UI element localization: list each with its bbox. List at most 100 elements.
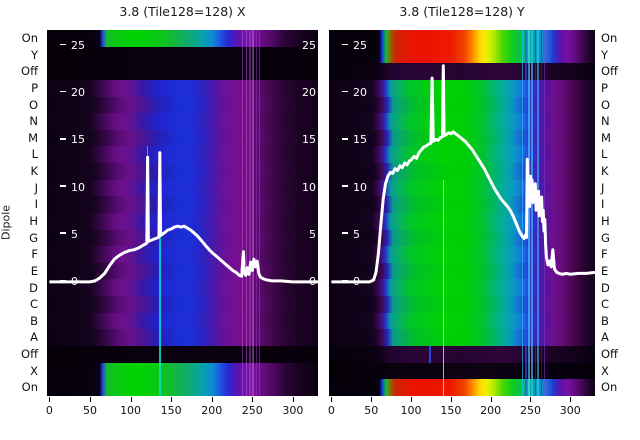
- row-label-right: A: [601, 330, 609, 345]
- row-label-right: D: [601, 280, 610, 295]
- row-label-left: J: [34, 180, 38, 195]
- inner-ytick-label: 0: [60, 276, 78, 287]
- ytick-value: 0: [353, 274, 360, 288]
- x-tick-label: 100: [400, 404, 422, 417]
- row-label-left: L: [31, 147, 38, 162]
- row-label-right: G: [601, 230, 610, 245]
- rfi-streak: [252, 30, 254, 396]
- x-tick-label: 0: [45, 404, 53, 417]
- row-label-left: M: [28, 130, 38, 145]
- ytick-value: 10: [71, 180, 85, 194]
- row-label-right: Off: [601, 64, 618, 79]
- x-tick: [211, 397, 213, 402]
- inner-ytick-label: 25: [342, 40, 367, 51]
- row-label-right: On: [601, 380, 618, 395]
- inner-ytick-label-right: 25: [302, 39, 316, 53]
- inner-ytick-label: 25: [60, 40, 85, 51]
- x-tick-label: 300: [559, 404, 581, 417]
- x-tick: [130, 397, 132, 402]
- row-label-right: M: [601, 130, 611, 145]
- x-tick-label: 200: [201, 404, 223, 417]
- plot-title-y: 3.8 (Tile128=128) Y: [399, 4, 525, 19]
- x-tick-label: 50: [364, 404, 379, 417]
- row-label-right: O: [601, 97, 611, 112]
- ytick-dash: [342, 185, 348, 187]
- x-tick: [371, 397, 373, 402]
- row-label-left: Y: [30, 47, 38, 62]
- ytick-dash: [342, 90, 348, 93]
- inner-ytick-label: 5: [342, 229, 360, 240]
- x-tick-label: 0: [327, 404, 335, 417]
- row-label-left: O: [28, 97, 38, 112]
- ytick-dash: [342, 279, 348, 282]
- row-label-left: On: [21, 31, 38, 45]
- x-tick: [530, 397, 532, 402]
- rfi-streak: [258, 30, 261, 396]
- row-label-right: On: [601, 31, 618, 45]
- row-label-left: I: [34, 197, 38, 212]
- inner-ytick-label: 10: [342, 182, 367, 193]
- row-label-right: F: [601, 247, 608, 262]
- x-tick: [90, 397, 91, 402]
- rfi-streak: [159, 229, 161, 396]
- row-label-right: B: [601, 313, 609, 328]
- ytick-value: 25: [353, 39, 367, 53]
- plot-title-x: 3.8 (Tile128=128) X: [119, 4, 246, 19]
- ytick-dash: [60, 90, 66, 93]
- row-label-right: J: [601, 180, 605, 195]
- ytick-dash: [60, 232, 66, 234]
- rfi-streak: [544, 30, 546, 396]
- row-label-left: B: [30, 313, 38, 328]
- rfi-streak: [521, 30, 524, 396]
- rfi-streak: [442, 179, 445, 396]
- power-line: [49, 151, 318, 284]
- ytick-value: 15: [71, 133, 85, 147]
- x-tick: [570, 397, 572, 402]
- row-label-left: H: [29, 214, 38, 228]
- row-label-left: C: [29, 297, 38, 312]
- row-label-left: On: [21, 380, 38, 395]
- ytick-value: 0: [71, 274, 78, 288]
- row-label-left: Off: [21, 64, 38, 79]
- power-line-plot: [331, 64, 595, 284]
- rfi-streak: [245, 30, 248, 396]
- rfi-streak: [530, 30, 534, 396]
- power-line: [331, 64, 595, 284]
- row-label-left: N: [29, 114, 38, 129]
- x-tick-label: 300: [282, 404, 304, 417]
- rfi-streak: [241, 30, 244, 396]
- row-label-left: Off: [21, 347, 38, 362]
- row-label-right: P: [601, 80, 608, 95]
- ytick-dash: [60, 138, 66, 140]
- ytick-value: 5: [353, 227, 360, 241]
- x-tick-label: 100: [120, 404, 142, 417]
- inner-ytick-label: 5: [60, 229, 78, 240]
- inner-ytick-label-right: 0: [309, 274, 316, 288]
- ytick-dash: [342, 43, 348, 46]
- row-label-right: H: [601, 214, 610, 228]
- inner-ytick-label: 15: [342, 134, 367, 145]
- inner-ytick-label: 20: [342, 87, 367, 98]
- rfi-streak: [255, 30, 258, 396]
- x-tick-label: 150: [160, 404, 182, 417]
- inner-ytick-label-right: 15: [302, 133, 316, 147]
- ytick-dash: [342, 138, 348, 140]
- row-label-right: Off: [601, 347, 618, 362]
- ytick-value: 15: [353, 133, 367, 147]
- inner-ytick-label: 15: [60, 134, 85, 145]
- x-tick-label: 250: [519, 404, 541, 417]
- row-label-right: L: [601, 147, 608, 162]
- rfi-streak: [248, 30, 251, 396]
- row-label-left: K: [30, 164, 38, 179]
- x-tick: [331, 397, 333, 402]
- row-label-left: X: [30, 363, 38, 378]
- inner-ytick-label-right: 20: [302, 86, 316, 100]
- row-label-right: E: [601, 263, 609, 278]
- ytick-dash: [60, 279, 66, 282]
- ytick-value: 5: [71, 227, 78, 241]
- ytick-value: 20: [353, 86, 367, 100]
- x-tick: [252, 397, 254, 402]
- x-tick-label: 150: [440, 404, 462, 417]
- row-label-left: G: [29, 230, 38, 245]
